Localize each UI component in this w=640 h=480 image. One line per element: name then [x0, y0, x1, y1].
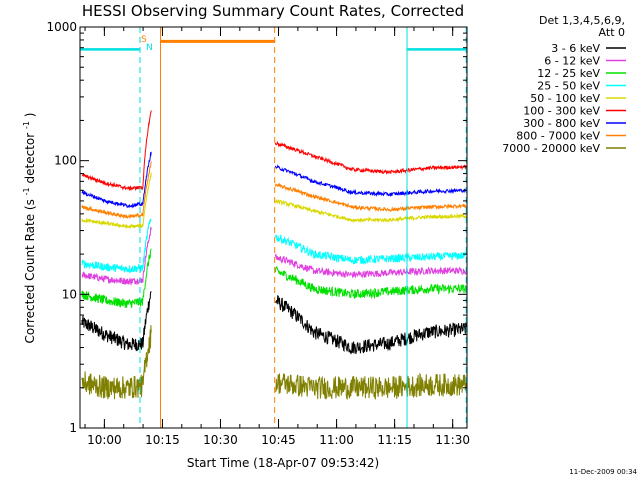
legend-label: 50 - 100 keV: [530, 92, 600, 105]
x-tick-label: 11:30: [435, 433, 470, 447]
legend-label: 300 - 800 keV: [523, 117, 600, 130]
legend-label: 12 - 25 keV: [537, 67, 600, 80]
legend-label: 25 - 50 keV: [537, 80, 600, 93]
y-axis-label-sup2: -1: [22, 121, 31, 129]
y-axis-label: Corrected Count Rate (s -1 detector -1 ): [18, 113, 37, 344]
y-tick-label: 1000: [46, 20, 77, 34]
series-line-before: [81, 151, 152, 209]
series-50-100-kev: [81, 172, 467, 230]
series-line-before: [81, 226, 152, 286]
x-tick-label: 10:45: [261, 433, 296, 447]
series-line-before: [81, 291, 152, 352]
legend-label: 7000 - 20000 keV: [502, 142, 600, 155]
y-axis-label-part1: Corrected Count Rate (s: [23, 199, 37, 343]
series-line-after: [274, 253, 467, 279]
series-line-after: [274, 140, 467, 175]
plot-area: SN 1 10 100 1000 10:00 10:15 10:30 10:45 11:00 11:…: [46, 20, 470, 447]
x-tick-label: 10:30: [203, 433, 238, 447]
series-line-after: [274, 182, 467, 213]
series-line-after: [274, 164, 467, 198]
legend-label: 6 - 12 keV: [544, 55, 600, 68]
series-line-after: [274, 295, 467, 355]
series-line-after: [274, 199, 467, 224]
series-800-7000-kev: [81, 161, 467, 220]
x-tick-label: 11:15: [377, 433, 412, 447]
y-axis-label-sup1: -1: [22, 187, 31, 195]
y-axis-label-part3: ): [23, 113, 37, 118]
series-line-before: [81, 161, 152, 220]
series-line-before: [81, 172, 152, 230]
legend-label: 3 - 6 keV: [551, 42, 600, 55]
series-line-after: [274, 234, 467, 265]
legend-label: 800 - 7000 keV: [516, 130, 600, 143]
y-tick-label: 10: [62, 287, 77, 301]
series-line-before: [81, 110, 152, 192]
legend-header-line2: Att 0: [599, 26, 625, 39]
series-100-300-kev: [81, 110, 467, 192]
saa-flag-label: S: [141, 35, 147, 45]
x-tick-label: 11:00: [319, 433, 354, 447]
legend-header-line1: Det 1,3,4,5,6,9,: [539, 14, 625, 27]
x-tick-label: 10:00: [87, 433, 122, 447]
timestamp: 11-Dec-2009 00:34: [569, 468, 637, 476]
series-3-6-kev: [81, 291, 467, 355]
plot-frame: [79, 26, 468, 429]
series-300-800-kev: [81, 151, 467, 209]
x-tick-label: 10:15: [145, 433, 180, 447]
y-tick-label: 100: [54, 154, 77, 168]
x-axis-label: Start Time (18-Apr-07 09:53:42): [187, 456, 379, 470]
chart-title: HESSI Observing Summary Count Rates, Cor…: [82, 2, 464, 20]
series-line-after: [274, 265, 467, 300]
y-axis-label-part2: detector: [23, 133, 37, 184]
series-line-after: [274, 372, 467, 400]
night-flag-label: N: [146, 43, 153, 53]
y-tick-label: 1: [69, 421, 77, 435]
legend-label: 100 - 300 keV: [523, 105, 600, 118]
